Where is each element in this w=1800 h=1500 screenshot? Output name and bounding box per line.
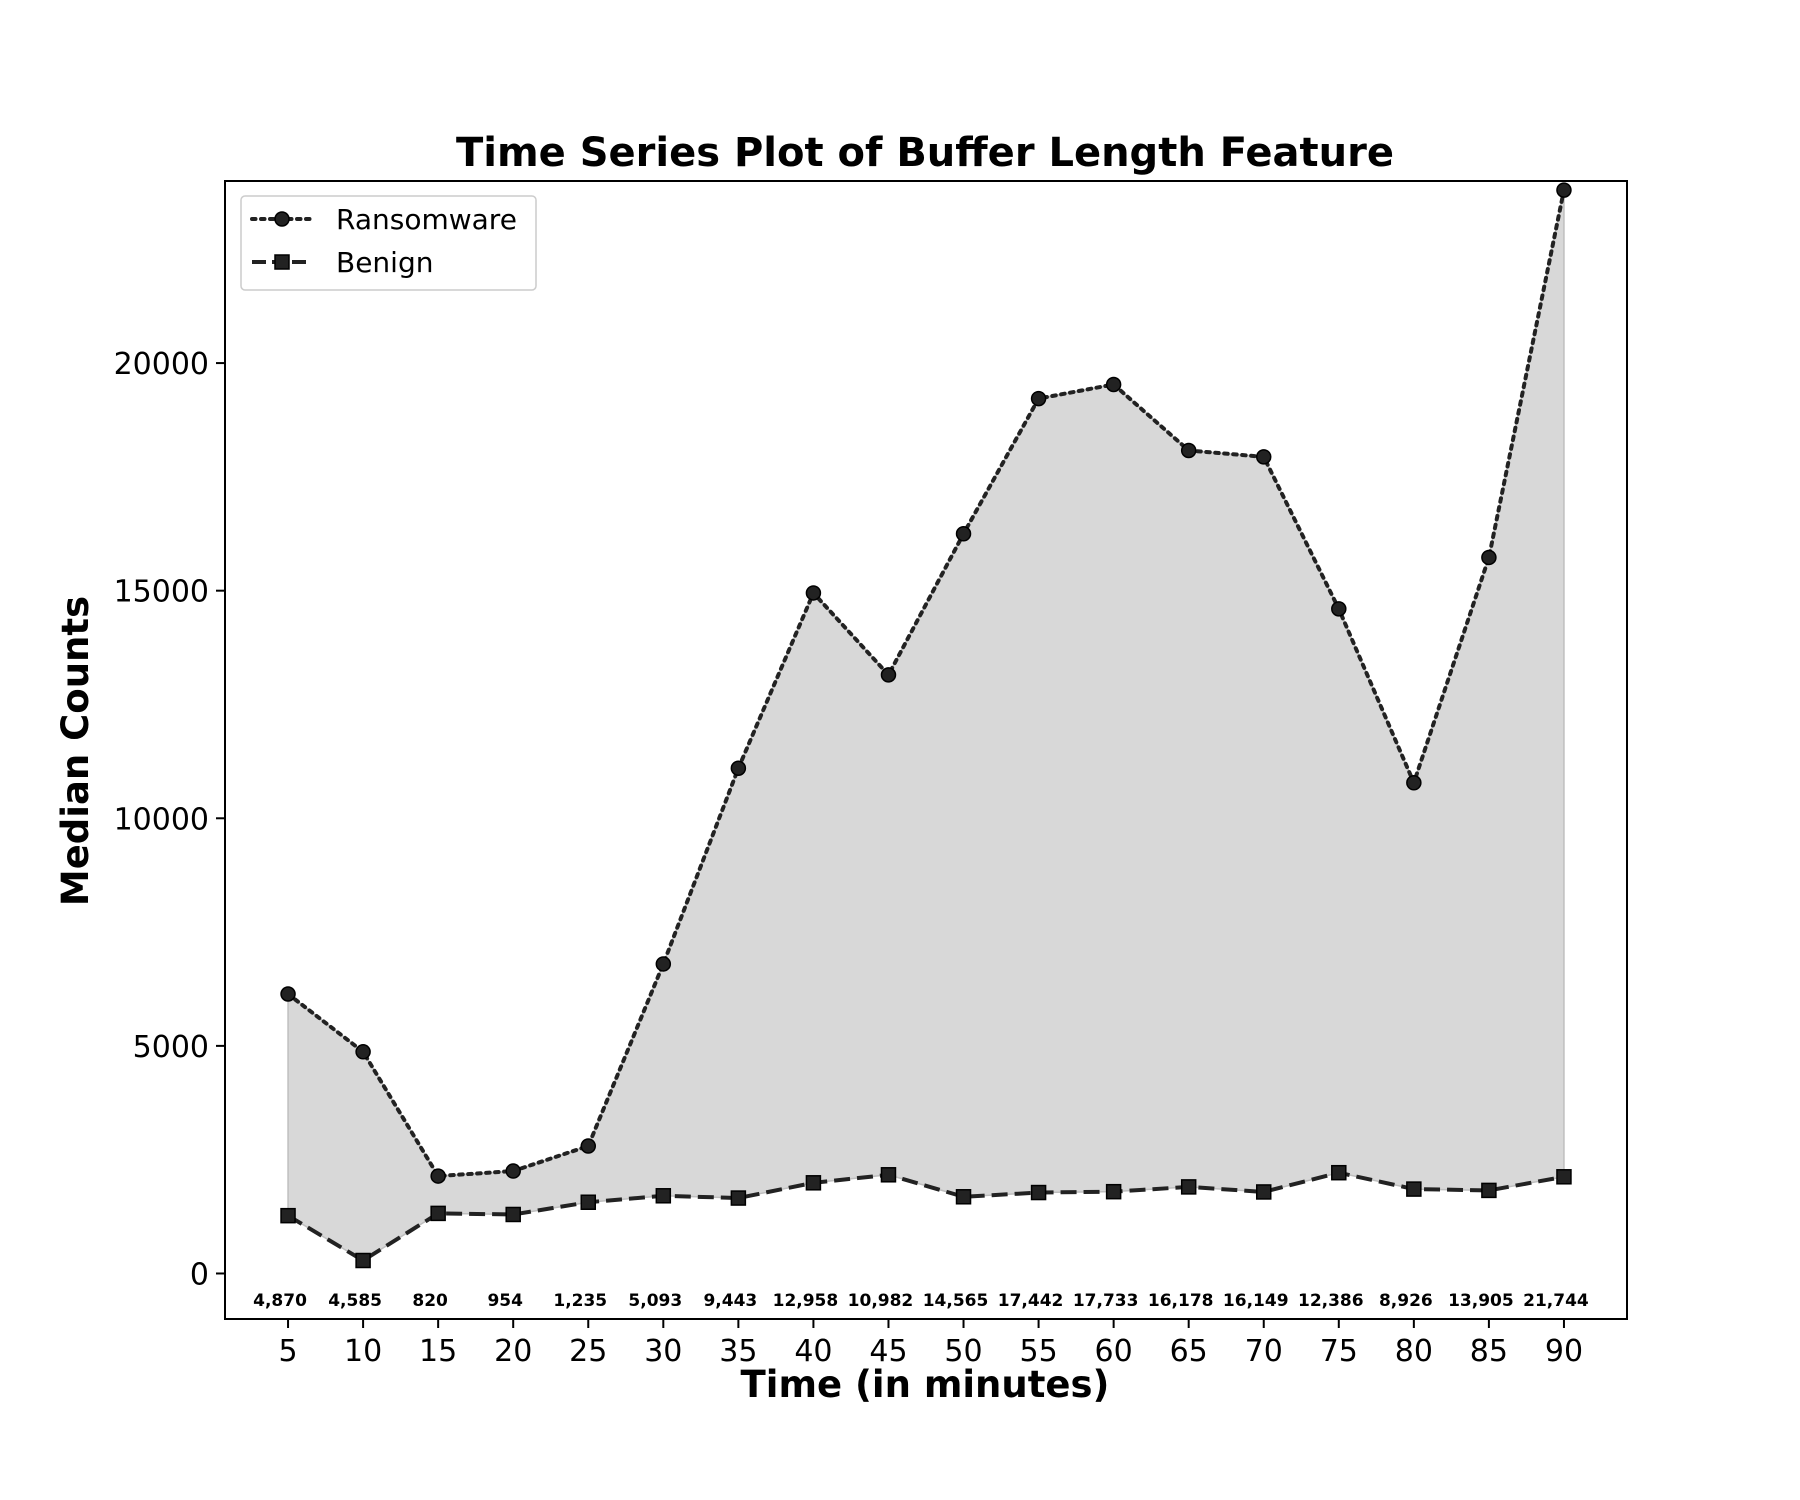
x-tick-label: 10 <box>344 1334 382 1369</box>
difference-label: 12,958 <box>773 1291 839 1311</box>
legend-marker-benign <box>274 254 290 270</box>
data-point-benign-50 <box>955 1189 972 1205</box>
difference-label: 21,744 <box>1523 1291 1589 1311</box>
x-axis-ticks: 5 10 15 20 25 30 35 40 45 50 55 60 65 70 75 80 85 90 <box>278 1319 1583 1369</box>
data-point-ransomware-30 <box>655 956 672 972</box>
data-point-benign-5 <box>280 1207 296 1224</box>
data-point-benign-70 <box>1255 1184 1272 1200</box>
data-point-ransomware-40 <box>805 585 822 601</box>
plot-frame <box>224 180 1628 1320</box>
data-point-benign-85 <box>1481 1182 1497 1199</box>
data-point-ransomware-20 <box>505 1163 521 1179</box>
data-point-ransomware-55 <box>1030 390 1047 407</box>
data-point-ransomware-15 <box>430 1168 446 1184</box>
difference-label: 8,926 <box>1379 1291 1433 1311</box>
data-point-benign-65 <box>1180 1179 1197 1195</box>
y-tick-label: 15000 <box>114 575 209 610</box>
data-point-benign-20 <box>505 1206 521 1223</box>
data-point-benign-25 <box>580 1194 597 1210</box>
difference-label: 12,386 <box>1298 1291 1364 1311</box>
x-tick-label: 35 <box>719 1334 757 1369</box>
data-point-ransomware-80 <box>1406 775 1422 791</box>
y-axis-ticks: 0 5000 10000 15000 20000 <box>114 347 225 1292</box>
difference-label: 16,149 <box>1223 1291 1289 1311</box>
y-tick-label: 20000 <box>114 347 209 382</box>
x-tick-label: 55 <box>1019 1334 1057 1369</box>
data-point-ransomware-35 <box>730 760 747 776</box>
data-point-benign-10 <box>355 1252 371 1269</box>
data-point-benign-60 <box>1105 1183 1122 1200</box>
y-tick-label: 10000 <box>114 802 209 837</box>
x-tick-label: 5 <box>278 1334 297 1369</box>
data-point-benign-80 <box>1406 1181 1422 1197</box>
data-point-ransomware-85 <box>1481 549 1497 566</box>
data-point-ransomware-60 <box>1105 376 1122 393</box>
data-point-benign-55 <box>1030 1184 1047 1201</box>
difference-label: 13,905 <box>1448 1291 1514 1311</box>
series-line-benign <box>287 1170 1565 1263</box>
data-point-ransomware-5 <box>280 986 296 1002</box>
difference-label: 10,982 <box>848 1291 914 1311</box>
data-point-benign-45 <box>880 1167 897 1183</box>
data-point-benign-30 <box>655 1188 672 1204</box>
data-point-benign-40 <box>805 1175 822 1191</box>
x-tick-label: 45 <box>869 1334 907 1369</box>
data-point-ransomware-25 <box>580 1138 597 1154</box>
x-tick-label: 60 <box>1095 1334 1133 1369</box>
chart-title: Time Series Plot of Buffer Length Featur… <box>456 130 1394 176</box>
legend: Ransomware Benign <box>240 195 537 291</box>
x-tick-label: 20 <box>494 1334 532 1369</box>
difference-label: 4,585 <box>328 1291 382 1311</box>
data-point-ransomware-50 <box>955 526 972 542</box>
x-tick-label: 30 <box>644 1334 682 1369</box>
difference-labels: 4,870 4,585 820 954 1,235 5,093 9,443 12,958 10,… <box>253 1291 1589 1311</box>
data-point-ransomware-90 <box>1556 182 1572 198</box>
difference-label: 954 <box>487 1291 523 1311</box>
series-line-ransomware <box>286 188 1566 1179</box>
y-tick-label: 5000 <box>133 1030 209 1065</box>
data-point-benign-90 <box>1556 1169 1572 1185</box>
x-tick-label: 50 <box>944 1334 982 1369</box>
x-tick-label: 25 <box>569 1334 607 1369</box>
difference-label: 17,733 <box>1073 1291 1139 1311</box>
x-tick-label: 90 <box>1545 1334 1583 1369</box>
x-tick-label: 15 <box>419 1334 457 1369</box>
data-point-benign-15 <box>430 1205 446 1222</box>
legend-box <box>240 195 537 291</box>
x-tick-label: 65 <box>1170 1334 1208 1369</box>
y-axis-label: Median Counts <box>54 596 97 906</box>
difference-label: 1,235 <box>553 1291 607 1311</box>
data-point-ransomware-70 <box>1255 449 1272 465</box>
difference-label: 820 <box>412 1291 448 1311</box>
x-tick-label: 75 <box>1320 1334 1358 1369</box>
difference-label: 5,093 <box>628 1291 682 1311</box>
difference-label: 16,178 <box>1148 1291 1214 1311</box>
legend-label-benign: Benign <box>336 246 433 279</box>
y-tick-label: 0 <box>190 1257 209 1292</box>
x-tick-label: 85 <box>1470 1334 1508 1369</box>
data-point-ransomware-10 <box>355 1044 371 1060</box>
data-point-ransomware-65 <box>1180 442 1197 459</box>
plot-area <box>280 182 1572 1269</box>
data-point-benign-75 <box>1331 1164 1347 1181</box>
x-tick-label: 40 <box>794 1334 832 1369</box>
data-point-benign-35 <box>730 1190 747 1206</box>
plot-border <box>224 180 1628 1320</box>
x-tick-label: 70 <box>1245 1334 1283 1369</box>
difference-label: 14,565 <box>923 1291 989 1311</box>
legend-marker-ransomware <box>274 211 290 227</box>
data-point-ransomware-75 <box>1331 601 1347 617</box>
legend-label-ransomware: Ransomware <box>336 203 517 236</box>
difference-label: 17,442 <box>998 1291 1064 1311</box>
x-tick-label: 80 <box>1395 1334 1433 1369</box>
difference-label: 9,443 <box>703 1291 757 1311</box>
difference-label: 4,870 <box>253 1291 307 1311</box>
data-point-ransomware-45 <box>880 667 897 683</box>
x-axis-label: Time (in minutes) <box>741 1363 1110 1406</box>
fill-between-area <box>287 189 1565 1262</box>
